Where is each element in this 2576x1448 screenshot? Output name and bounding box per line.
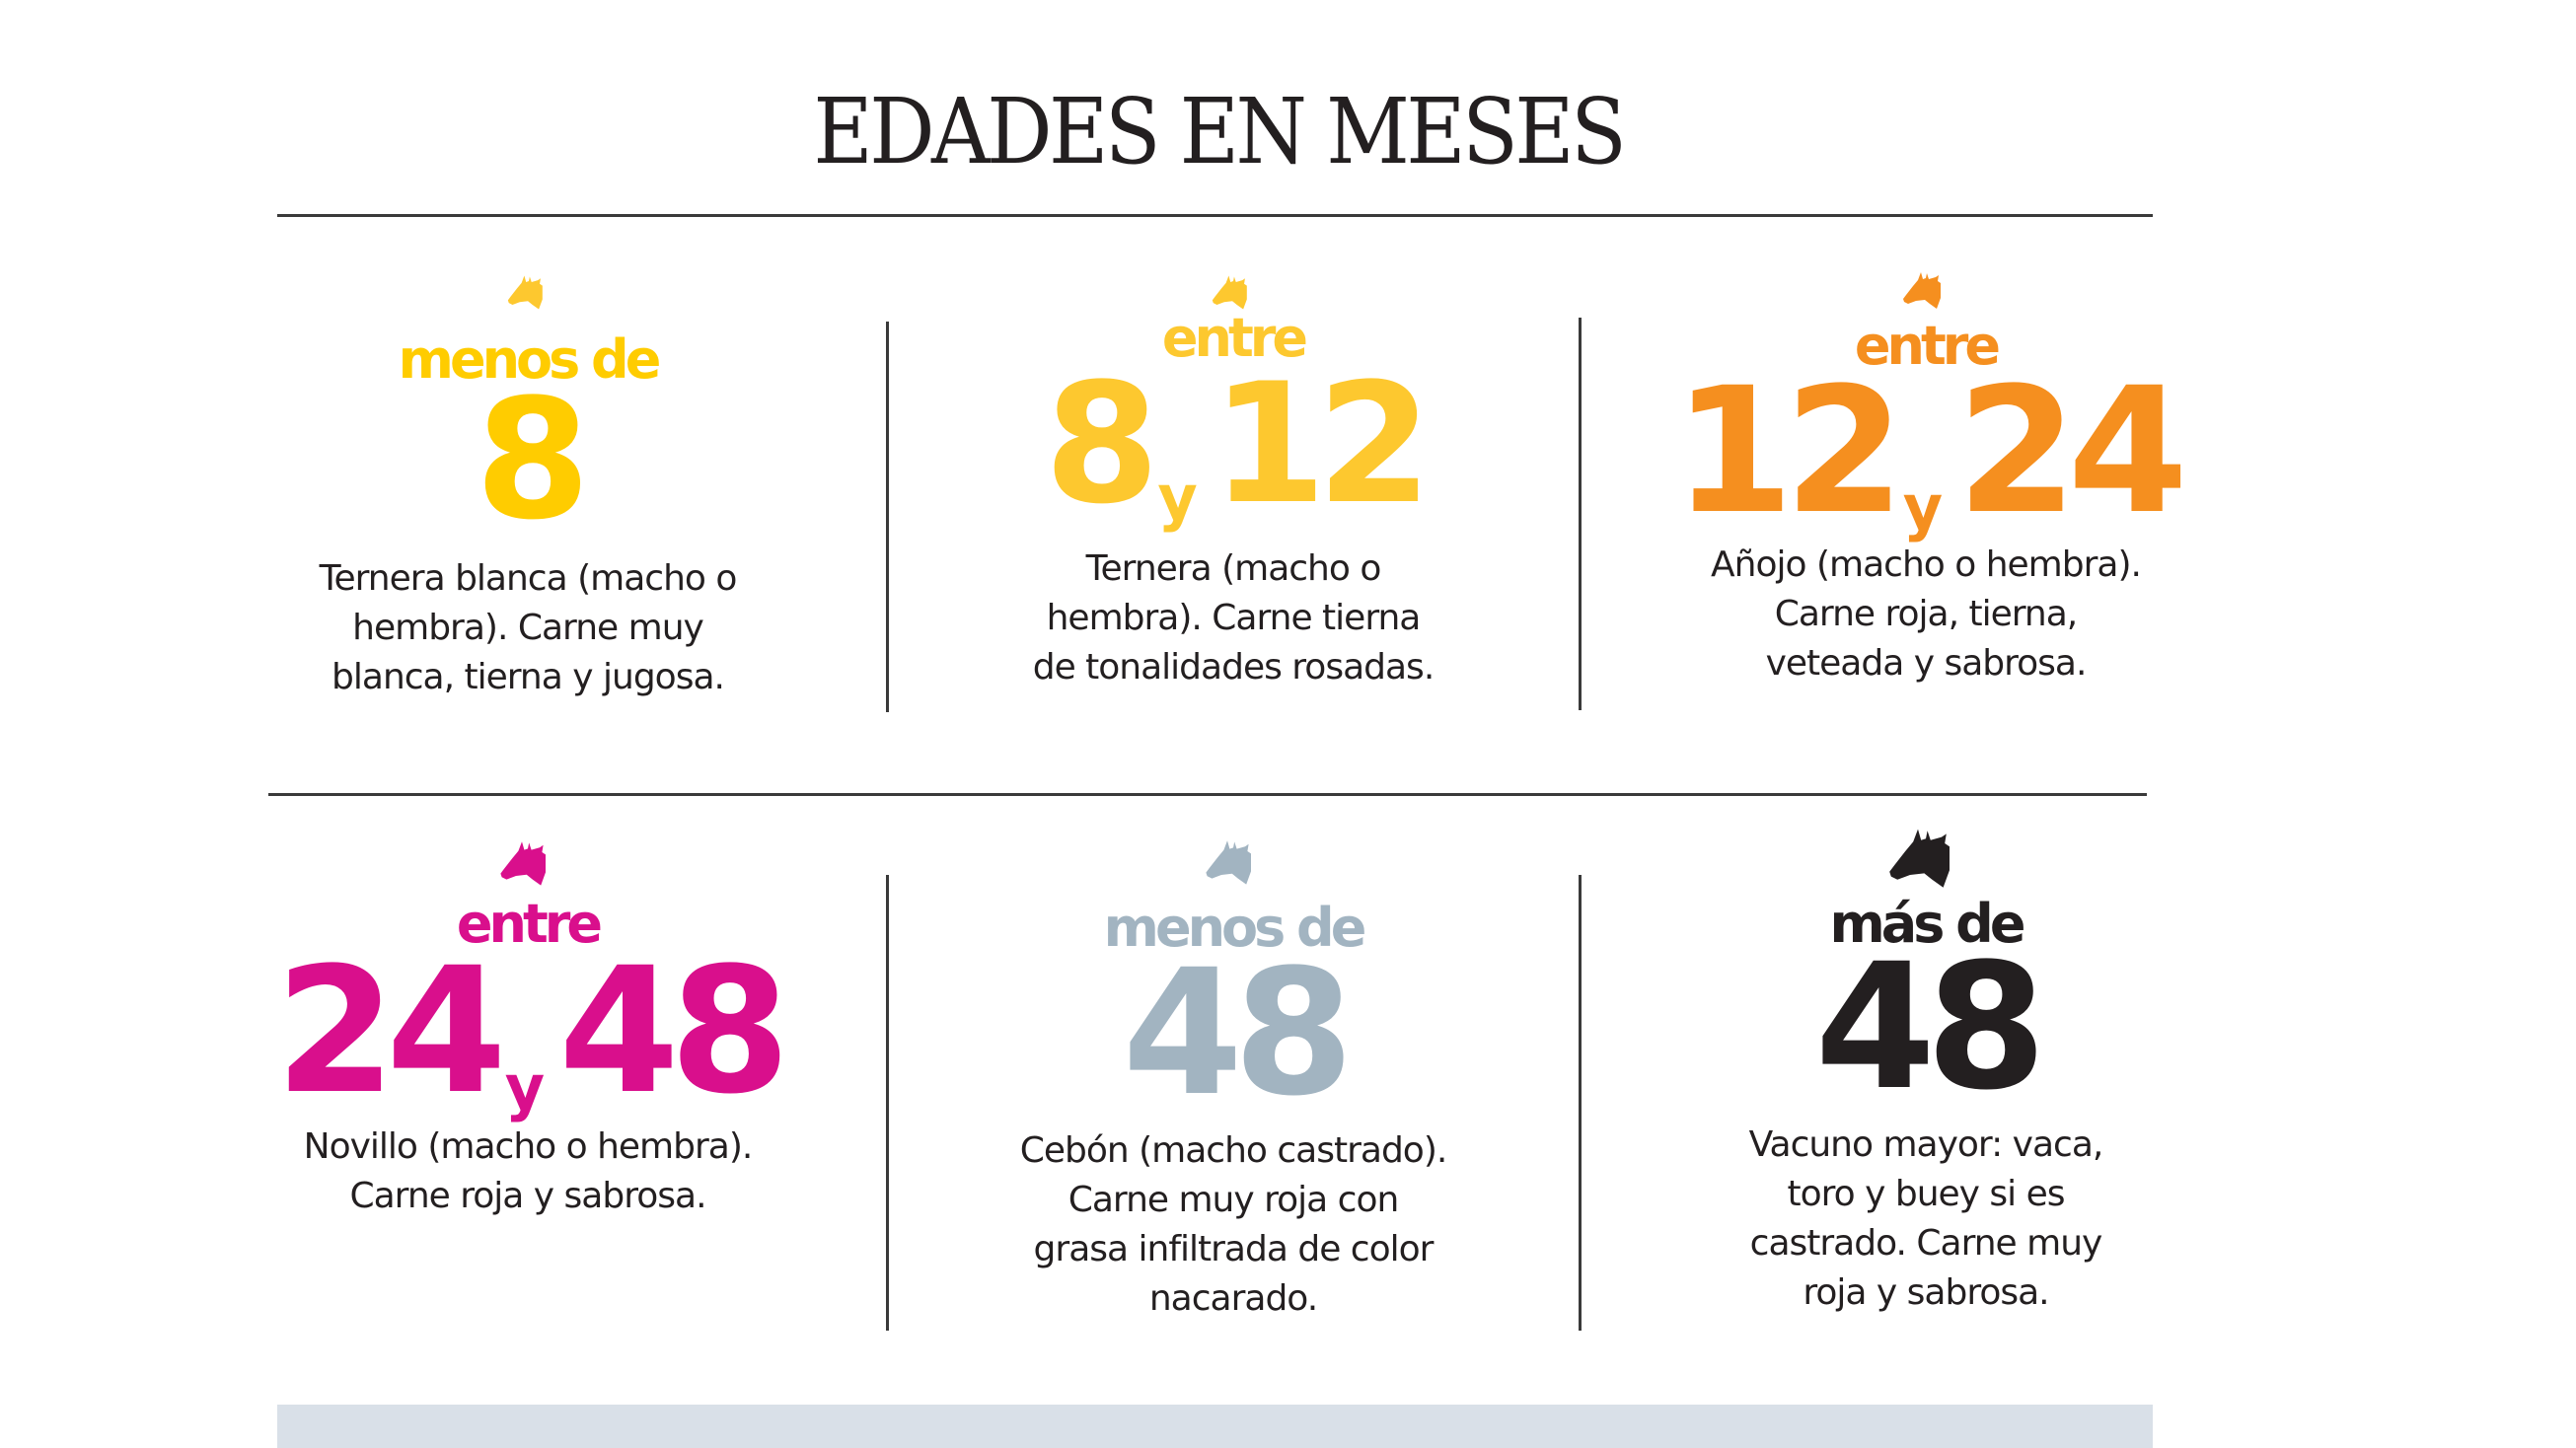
age-description: Añojo (macho o hembra). Carne roja, tier… (1711, 544, 2142, 684)
bull-head-icon (1886, 825, 1965, 894)
age-card-under-8: menos de 8 Ternera blanca (macho o hembr… (232, 274, 824, 702)
footer-band (277, 1405, 2153, 1448)
column-divider (886, 322, 889, 712)
column-divider (1579, 318, 1582, 710)
age-number: 8 (475, 363, 591, 556)
age-prefix: entre (1161, 307, 1308, 369)
age-prefix: entre (456, 893, 603, 955)
age-card-over-48: más de 48 Vacuno mayor: vaca, toro y bue… (1630, 825, 2222, 1318)
column-divider (1579, 875, 1582, 1331)
age-number: 8 y12 (1044, 347, 1432, 541)
age-card-under-48: menos de 48 Cebón (macho castrado). Carn… (937, 838, 1529, 1324)
age-description: Cebón (macho castrado). Carne muy roja c… (1019, 1130, 1448, 1319)
page-title: EDADES EN MESES (813, 79, 1626, 184)
column-divider (886, 875, 889, 1331)
cow-head-icon (498, 838, 557, 890)
age-description: Ternera blanca (macho o hembra). Carne m… (319, 558, 738, 697)
top-rule (277, 214, 2153, 217)
cow-head-icon (1204, 838, 1263, 888)
age-number: 48 (1814, 926, 2047, 1128)
age-number: 24 y48 (274, 930, 790, 1132)
age-prefix: menos de (1103, 897, 1367, 959)
age-card-24-to-48: entre 24 y48 Novillo (macho o hembra). Ca… (232, 838, 824, 1221)
middle-rule (268, 793, 2147, 796)
age-number: 48 (1122, 932, 1355, 1134)
age-card-12-to-24: entre 12 y24 Añojo (macho o hembra). Carn… (1630, 270, 2222, 688)
age-prefix: entre (1854, 315, 2001, 377)
cow-head-icon (506, 274, 552, 312)
age-number: 12 y24 (1672, 350, 2188, 552)
age-prefix: más de (1829, 893, 2026, 955)
age-description: Ternera (macho o hembra). Carne tierna d… (1032, 548, 1435, 688)
cow-head-icon (1901, 270, 1950, 312)
age-description: Vacuno mayor: vaca, toro y buey si es ca… (1748, 1124, 2104, 1313)
age-card-8-to-12: entre 8 y12 Ternera (macho o hembra). Car… (937, 274, 1529, 692)
age-prefix: menos de (398, 328, 662, 391)
age-description: Novillo (macho o hembra). Carne roja y s… (303, 1126, 754, 1216)
